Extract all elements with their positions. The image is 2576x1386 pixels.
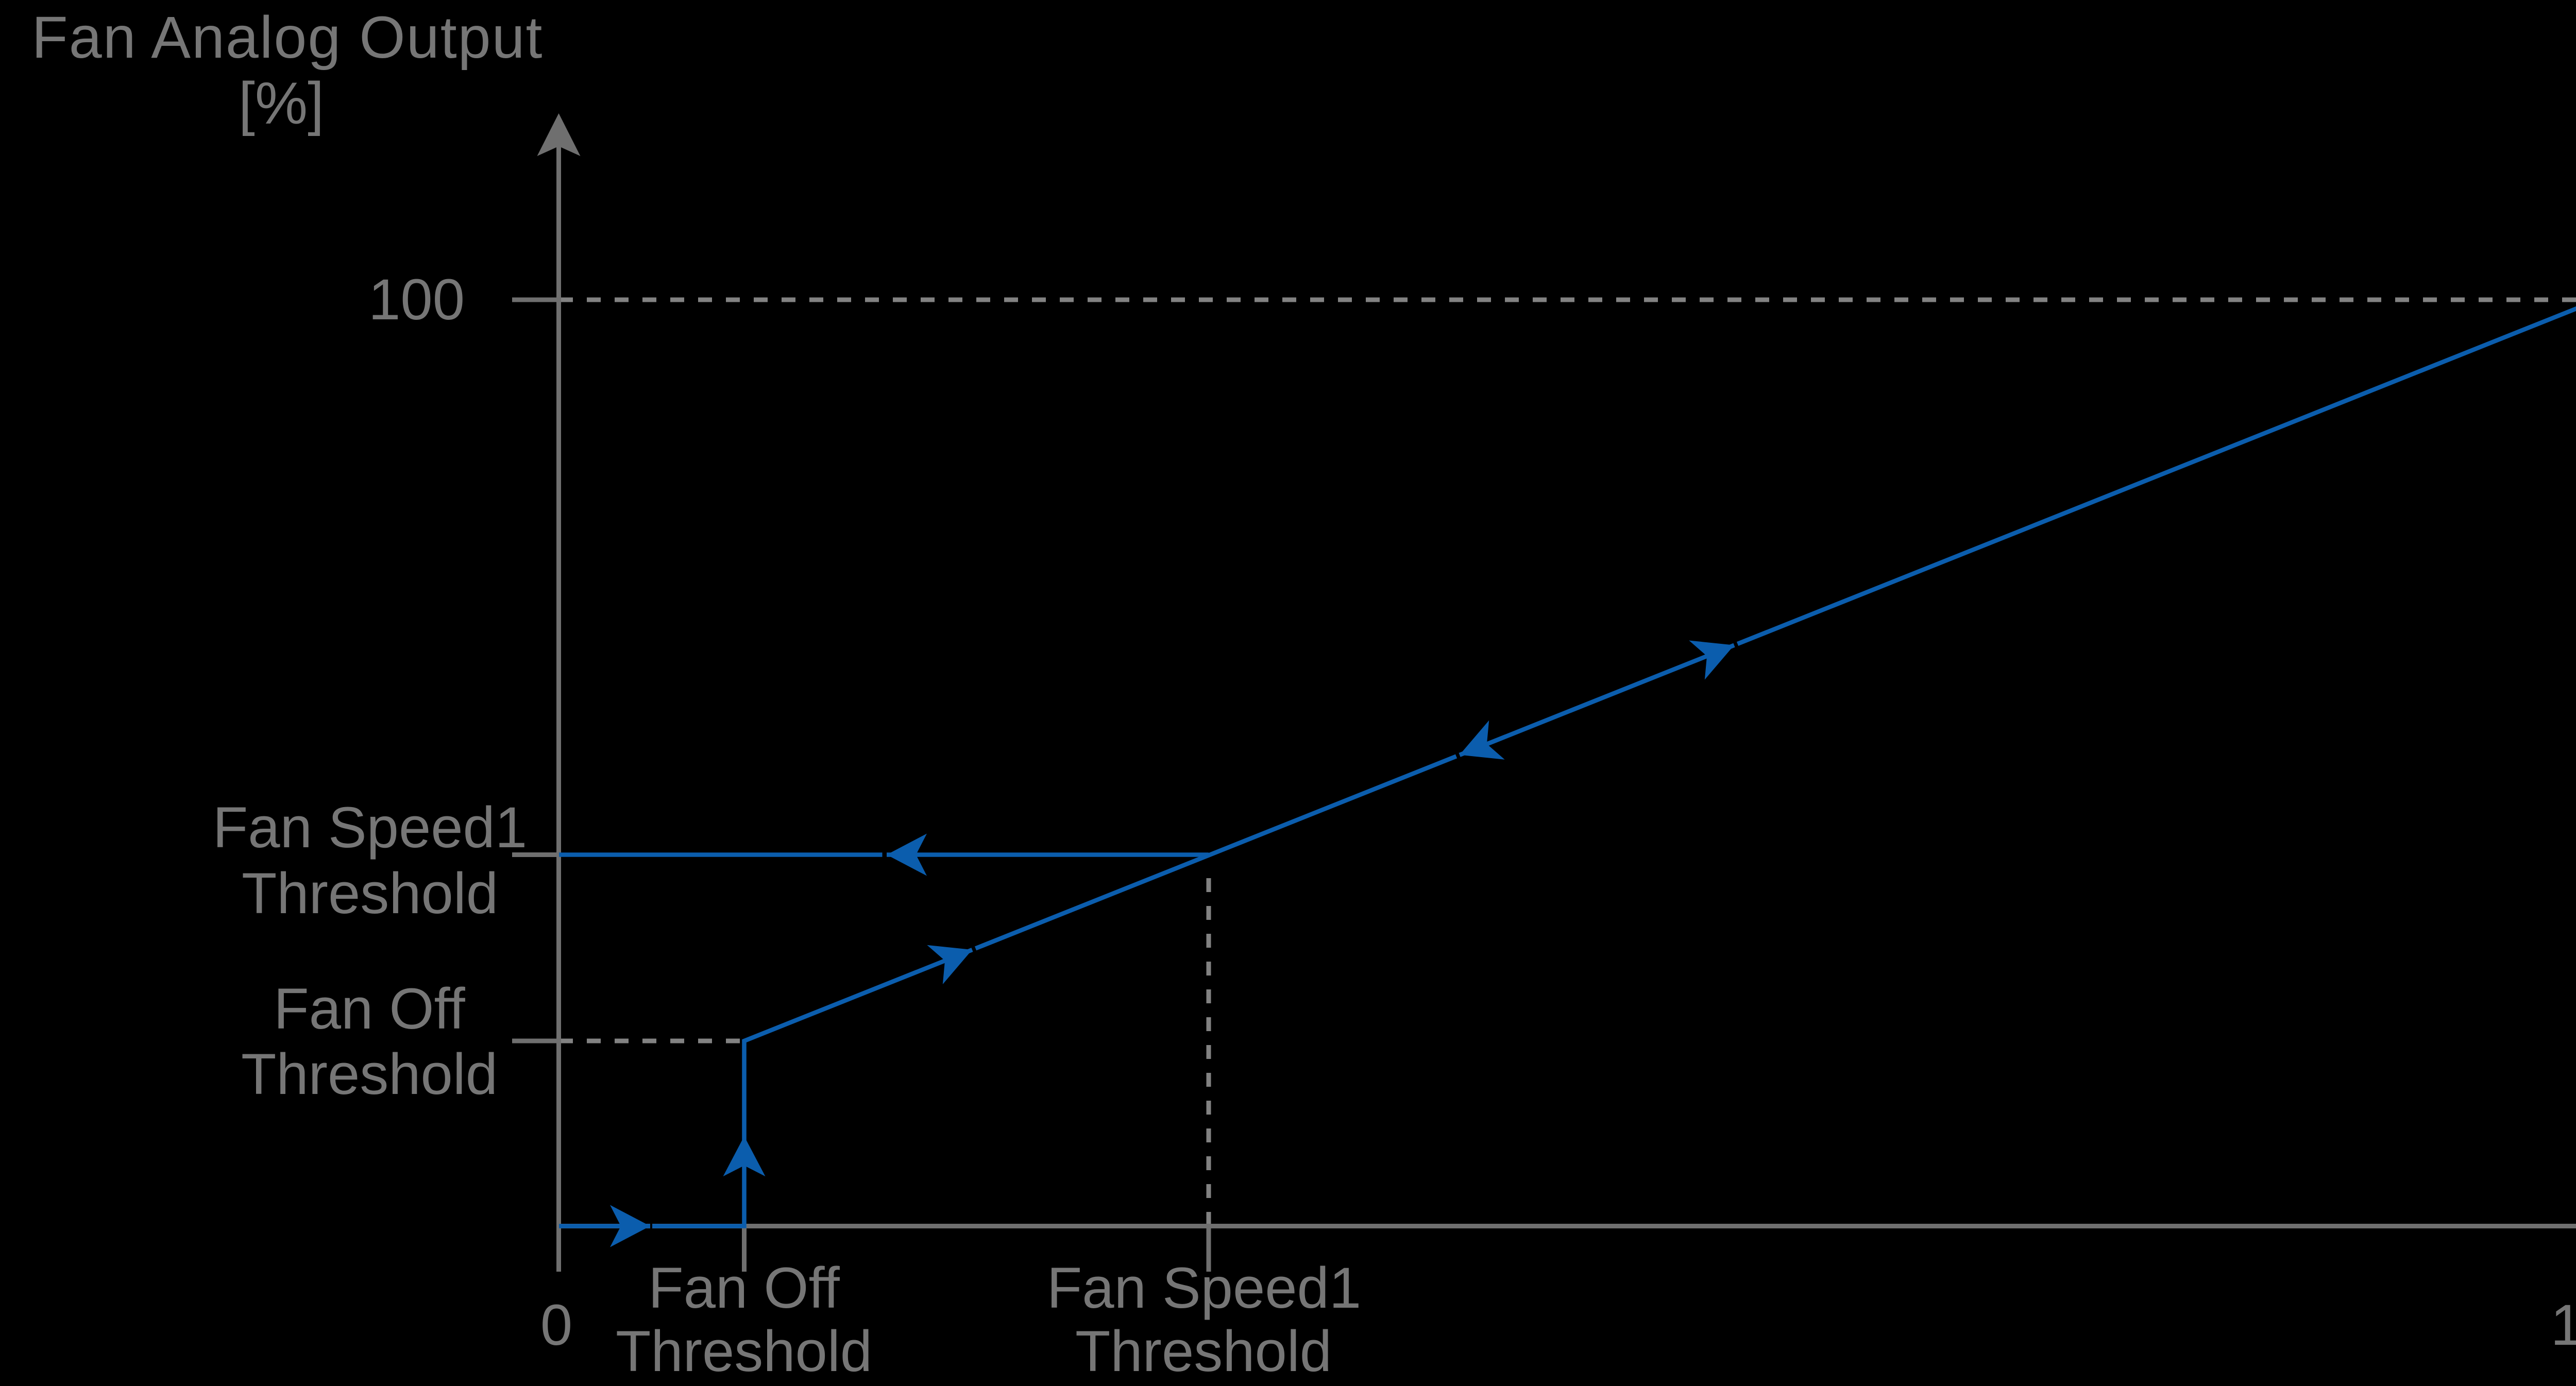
svg-text:Fan Analog Output: Fan Analog Output [31,5,543,71]
svg-text:100: 100 [368,267,465,332]
svg-text:100: 100 [2551,1293,2576,1357]
svg-text:Threshold: Threshold [616,1319,872,1383]
svg-text:[%]: [%] [239,71,324,136]
svg-text:Threshold: Threshold [1075,1319,1332,1383]
svg-text:Fan Speed1: Fan Speed1 [213,795,527,860]
svg-text:Fan Off: Fan Off [648,1256,840,1320]
svg-text:Threshold: Threshold [242,861,498,926]
svg-text:Fan Off: Fan Off [274,977,465,1041]
svg-text:0: 0 [540,1293,572,1357]
svg-text:Fan Speed1: Fan Speed1 [1047,1256,1361,1320]
svg-text:Threshold: Threshold [241,1042,498,1106]
